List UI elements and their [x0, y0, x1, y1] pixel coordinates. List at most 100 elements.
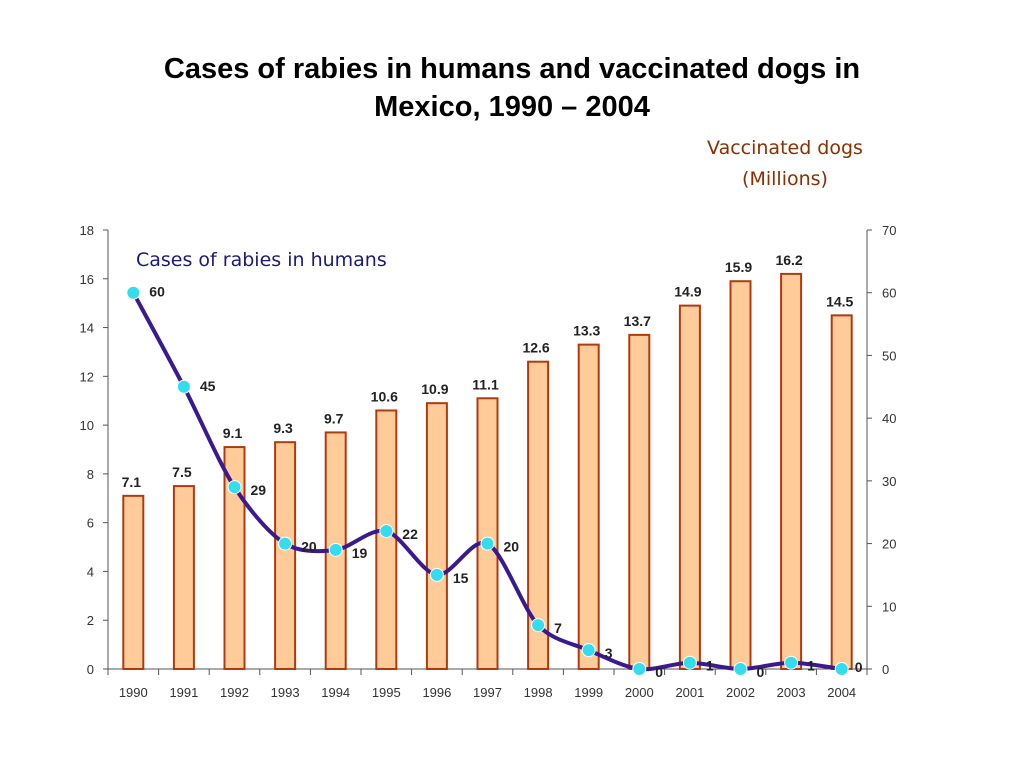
bar-data-label: 15.9 — [725, 259, 752, 275]
bar-data-label: 10.9 — [421, 381, 448, 397]
x-tick-label: 2004 — [827, 685, 856, 700]
y-left-tick-label: 0 — [87, 662, 94, 677]
bar-data-label: 16.2 — [775, 252, 802, 268]
human-cases-data-label: 20 — [301, 539, 317, 555]
bar-data-label: 7.1 — [122, 474, 142, 490]
x-tick-label: 1994 — [321, 685, 350, 700]
human-cases-data-label: 1 — [706, 658, 714, 674]
x-tick-label: 2001 — [675, 685, 704, 700]
human-cases-data-label: 22 — [402, 526, 418, 542]
human-cases-point — [784, 655, 799, 670]
bar — [830, 314, 853, 670]
y-left-tick-label: 4 — [87, 564, 94, 579]
y-right-tick-label: 10 — [882, 599, 896, 614]
bar — [476, 397, 499, 670]
y-left-tick-label: 6 — [87, 516, 94, 531]
human-cases-data-label: 1 — [807, 658, 815, 674]
human-cases-point — [480, 536, 495, 551]
human-cases-data-label: 15 — [453, 570, 469, 586]
chart-title: Cases of rabies in humans and vaccinated… — [0, 50, 1024, 126]
human-cases-point — [531, 618, 546, 633]
human-cases-data-label: 0 — [757, 664, 765, 680]
human-cases-point — [733, 662, 748, 676]
x-tick-label: 1998 — [524, 685, 553, 700]
y-left-tick-label: 14 — [80, 321, 94, 336]
y-right-tick-label: 20 — [882, 537, 896, 552]
x-tick-label: 1997 — [473, 685, 502, 700]
x-tick-label: 1991 — [169, 685, 198, 700]
bar — [375, 409, 398, 670]
y-left-tick-label: 12 — [80, 369, 94, 384]
x-tick-label: 1993 — [271, 685, 300, 700]
x-tick-label: 1996 — [422, 685, 451, 700]
y-right-tick-label: 50 — [882, 348, 896, 363]
human-cases-data-label: 20 — [504, 539, 520, 555]
y-right-tick-label: 60 — [882, 286, 896, 301]
y-right-tick-label: 30 — [882, 474, 896, 489]
bar-data-label: 12.6 — [522, 340, 549, 356]
human-cases-data-label: 7 — [554, 620, 562, 636]
chart-title-line-2: Mexico, 1990 – 2004 — [374, 91, 650, 123]
bar-data-label: 13.3 — [573, 323, 600, 339]
bar-data-label: 7.5 — [172, 464, 192, 480]
human-cases-point — [429, 567, 444, 582]
human-cases-point — [126, 285, 141, 300]
x-tick-label: 2003 — [777, 685, 806, 700]
bar-data-label: 9.1 — [223, 425, 243, 441]
chart-title-line-1: Cases of rabies in humans and vaccinated… — [163, 53, 861, 85]
x-tick-label: 2002 — [726, 685, 755, 700]
human-cases-point — [682, 655, 697, 670]
human-cases-data-label: 19 — [352, 545, 368, 561]
bar — [274, 441, 297, 670]
y-left-tick-label: 2 — [87, 613, 94, 628]
cases-of-rabies-label: Cases of rabies in humans — [136, 249, 387, 271]
y-left-tick-label: 16 — [80, 272, 94, 287]
bar — [628, 333, 651, 670]
human-cases-point — [328, 542, 343, 557]
bar-data-label: 11.1 — [472, 376, 499, 392]
bar — [223, 446, 246, 670]
bar-data-label: 9.3 — [273, 420, 293, 436]
bar — [577, 343, 600, 670]
bar — [780, 272, 803, 670]
human-cases-data-label: 0 — [855, 659, 863, 675]
human-cases-point — [379, 524, 394, 539]
bar — [425, 402, 448, 670]
vaccinated-dogs-label-line-1: Vaccinated dogs — [707, 137, 863, 159]
human-cases-point — [834, 662, 849, 676]
vaccinated-dogs-label-line-2: (Millions) — [742, 168, 828, 190]
bar-data-label: 14.5 — [826, 293, 853, 309]
bar — [527, 360, 550, 670]
human-cases-data-label: 45 — [200, 378, 216, 394]
y-left-tick-label: 18 — [80, 223, 94, 238]
bar-data-label: 10.6 — [371, 388, 398, 404]
human-cases-data-label: 29 — [251, 482, 267, 498]
bar-data-label: 13.7 — [624, 313, 651, 329]
bar-data-label: 9.7 — [324, 410, 344, 426]
x-tick-label: 1999 — [574, 685, 603, 700]
human-cases-data-label: 0 — [655, 664, 663, 680]
x-tick-label: 1995 — [372, 685, 401, 700]
bar — [678, 304, 701, 670]
human-cases-point — [176, 379, 191, 394]
vaccinated-dogs-label: Vaccinated dogs (Millions) — [680, 133, 890, 195]
human-cases-point — [227, 480, 242, 495]
x-tick-label: 1992 — [220, 685, 249, 700]
bar-data-label: 14.9 — [674, 284, 701, 300]
y-right-tick-label: 0 — [882, 662, 889, 677]
y-left-tick-label: 8 — [87, 467, 94, 482]
human-cases-point — [278, 536, 293, 551]
y-right-tick-label: 40 — [882, 411, 896, 426]
bar — [729, 280, 752, 670]
human-cases-data-label: 3 — [605, 645, 613, 661]
human-cases-point — [581, 643, 596, 658]
x-tick-label: 2000 — [625, 685, 654, 700]
y-right-tick-label: 70 — [882, 223, 896, 238]
human-cases-data-label: 60 — [149, 284, 165, 300]
x-tick-label: 1990 — [119, 685, 148, 700]
bar — [122, 494, 145, 671]
y-left-tick-label: 10 — [80, 418, 94, 433]
human-cases-point — [632, 662, 647, 676]
bar — [172, 485, 195, 671]
